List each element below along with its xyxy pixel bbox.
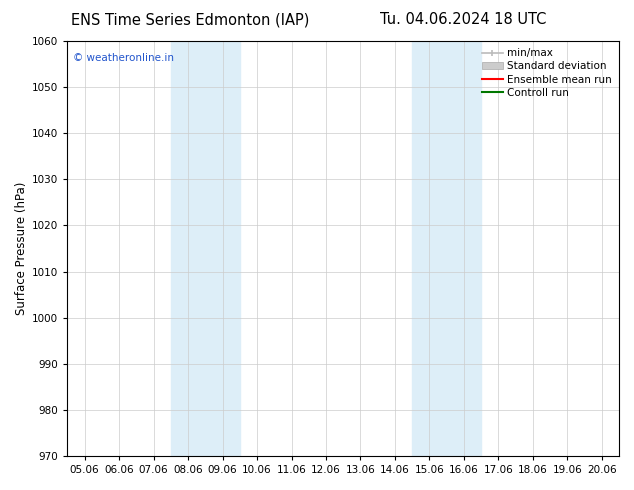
Legend: min/max, Standard deviation, Ensemble mean run, Controll run: min/max, Standard deviation, Ensemble me… — [480, 46, 614, 100]
Y-axis label: Surface Pressure (hPa): Surface Pressure (hPa) — [15, 182, 28, 315]
Text: © weatheronline.in: © weatheronline.in — [73, 53, 174, 64]
Bar — [412, 41, 481, 456]
Text: Tu. 04.06.2024 18 UTC: Tu. 04.06.2024 18 UTC — [380, 12, 546, 27]
Bar — [171, 41, 240, 456]
Text: ENS Time Series Edmonton (IAP): ENS Time Series Edmonton (IAP) — [71, 12, 309, 27]
